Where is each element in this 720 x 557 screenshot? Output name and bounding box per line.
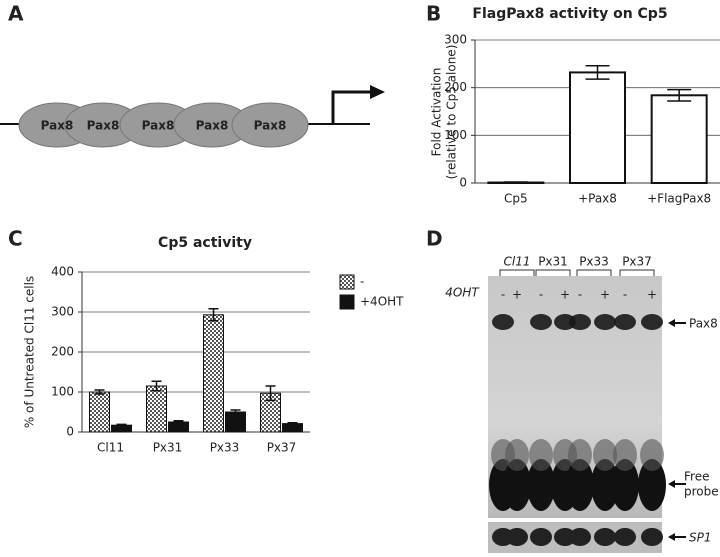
x-tick-label: +FlagPax8 [647,192,711,206]
arrow-head [370,85,385,99]
bar [570,72,625,183]
band-pax8 [492,314,514,330]
condition-label: + [512,288,522,302]
site-label: Pax8 [254,119,287,133]
x-tick-label: Px33 [210,441,240,455]
lane-label: Px37 [622,255,652,269]
band-pax8 [614,314,636,330]
lane-bracket [500,270,534,276]
y-tick-label: 0 [459,176,467,190]
band-pax8 [641,314,663,330]
legend-label: +4OHT [360,295,404,309]
y-tick-label: 300 [444,33,467,47]
band-pax8 [594,314,616,330]
band-sp1 [569,528,591,546]
treatment-label: 4OHT [445,286,480,300]
band-label: Pax8 [689,317,718,331]
band-pax8 [569,314,591,330]
lane-label: Cl11 [504,255,531,269]
condition-label: - [539,288,543,302]
band-sp1 [530,528,552,546]
arrow-sp1-head [668,533,675,541]
band-smear [529,439,553,471]
band-sp1 [614,528,636,546]
error-bar [504,182,528,183]
y-tick-label: 100 [51,385,74,399]
legend-label: - [360,275,364,289]
bar [204,315,224,432]
site-label: Pax8 [41,119,74,133]
x-tick-label: Px31 [153,441,183,455]
band-smear [505,439,529,471]
y-tick-label: 100 [444,128,467,142]
y-tick-label: 400 [51,265,74,279]
y-axis-label: (relative to Cp5 alone) [445,45,459,180]
panel-label: B [426,2,441,26]
x-tick-label: Px37 [267,441,297,455]
panel-label: D [426,227,443,251]
y-tick-label: 200 [51,345,74,359]
bar [147,386,167,432]
condition-label: + [560,288,570,302]
panel-label: C [8,227,23,251]
band-smear [613,439,637,471]
lane-label: Px33 [579,255,609,269]
x-tick-label: Cp5 [504,192,528,206]
condition-label: - [578,288,582,302]
tss-arrow [333,92,372,124]
bar [652,95,707,183]
lane-bracket [536,270,570,276]
site-label: Pax8 [142,119,175,133]
chart-title: FlagPax8 activity on Cp5 [472,6,667,22]
site-label: Pax8 [196,119,229,133]
condition-label: + [600,288,610,302]
band-sp1 [641,528,663,546]
chart-title: Cp5 activity [158,235,252,251]
condition-label: + [647,288,657,302]
band-label: probe [684,485,719,499]
lane-bracket [620,270,654,276]
bar [90,392,110,432]
bar [226,412,246,432]
band-label: SP1 [689,531,712,545]
y-axis-label: % of Untreated Cl11 cells [23,276,37,428]
legend-swatch [340,275,354,289]
site-label: Pax8 [87,119,120,133]
legend-swatch [340,295,354,309]
y-tick-label: 200 [444,80,467,94]
condition-label: - [501,288,505,302]
band-sp1 [594,528,616,546]
lane-bracket [577,270,611,276]
band-sp1 [506,528,528,546]
x-tick-label: +Pax8 [578,192,617,206]
y-tick-label: 0 [66,425,74,439]
arrow-free-head [668,480,675,488]
band-label: Free [684,470,709,484]
lane-label: Px31 [538,255,568,269]
y-tick-label: 300 [51,305,74,319]
condition-label: - [623,288,627,302]
panel-label: A [8,2,24,26]
band-smear [640,439,664,471]
arrow-pax8-head [668,319,675,327]
band-smear [568,439,592,471]
y-axis-label: Fold Activation [430,68,444,157]
x-tick-label: Cl11 [97,441,124,455]
band-pax8 [530,314,552,330]
